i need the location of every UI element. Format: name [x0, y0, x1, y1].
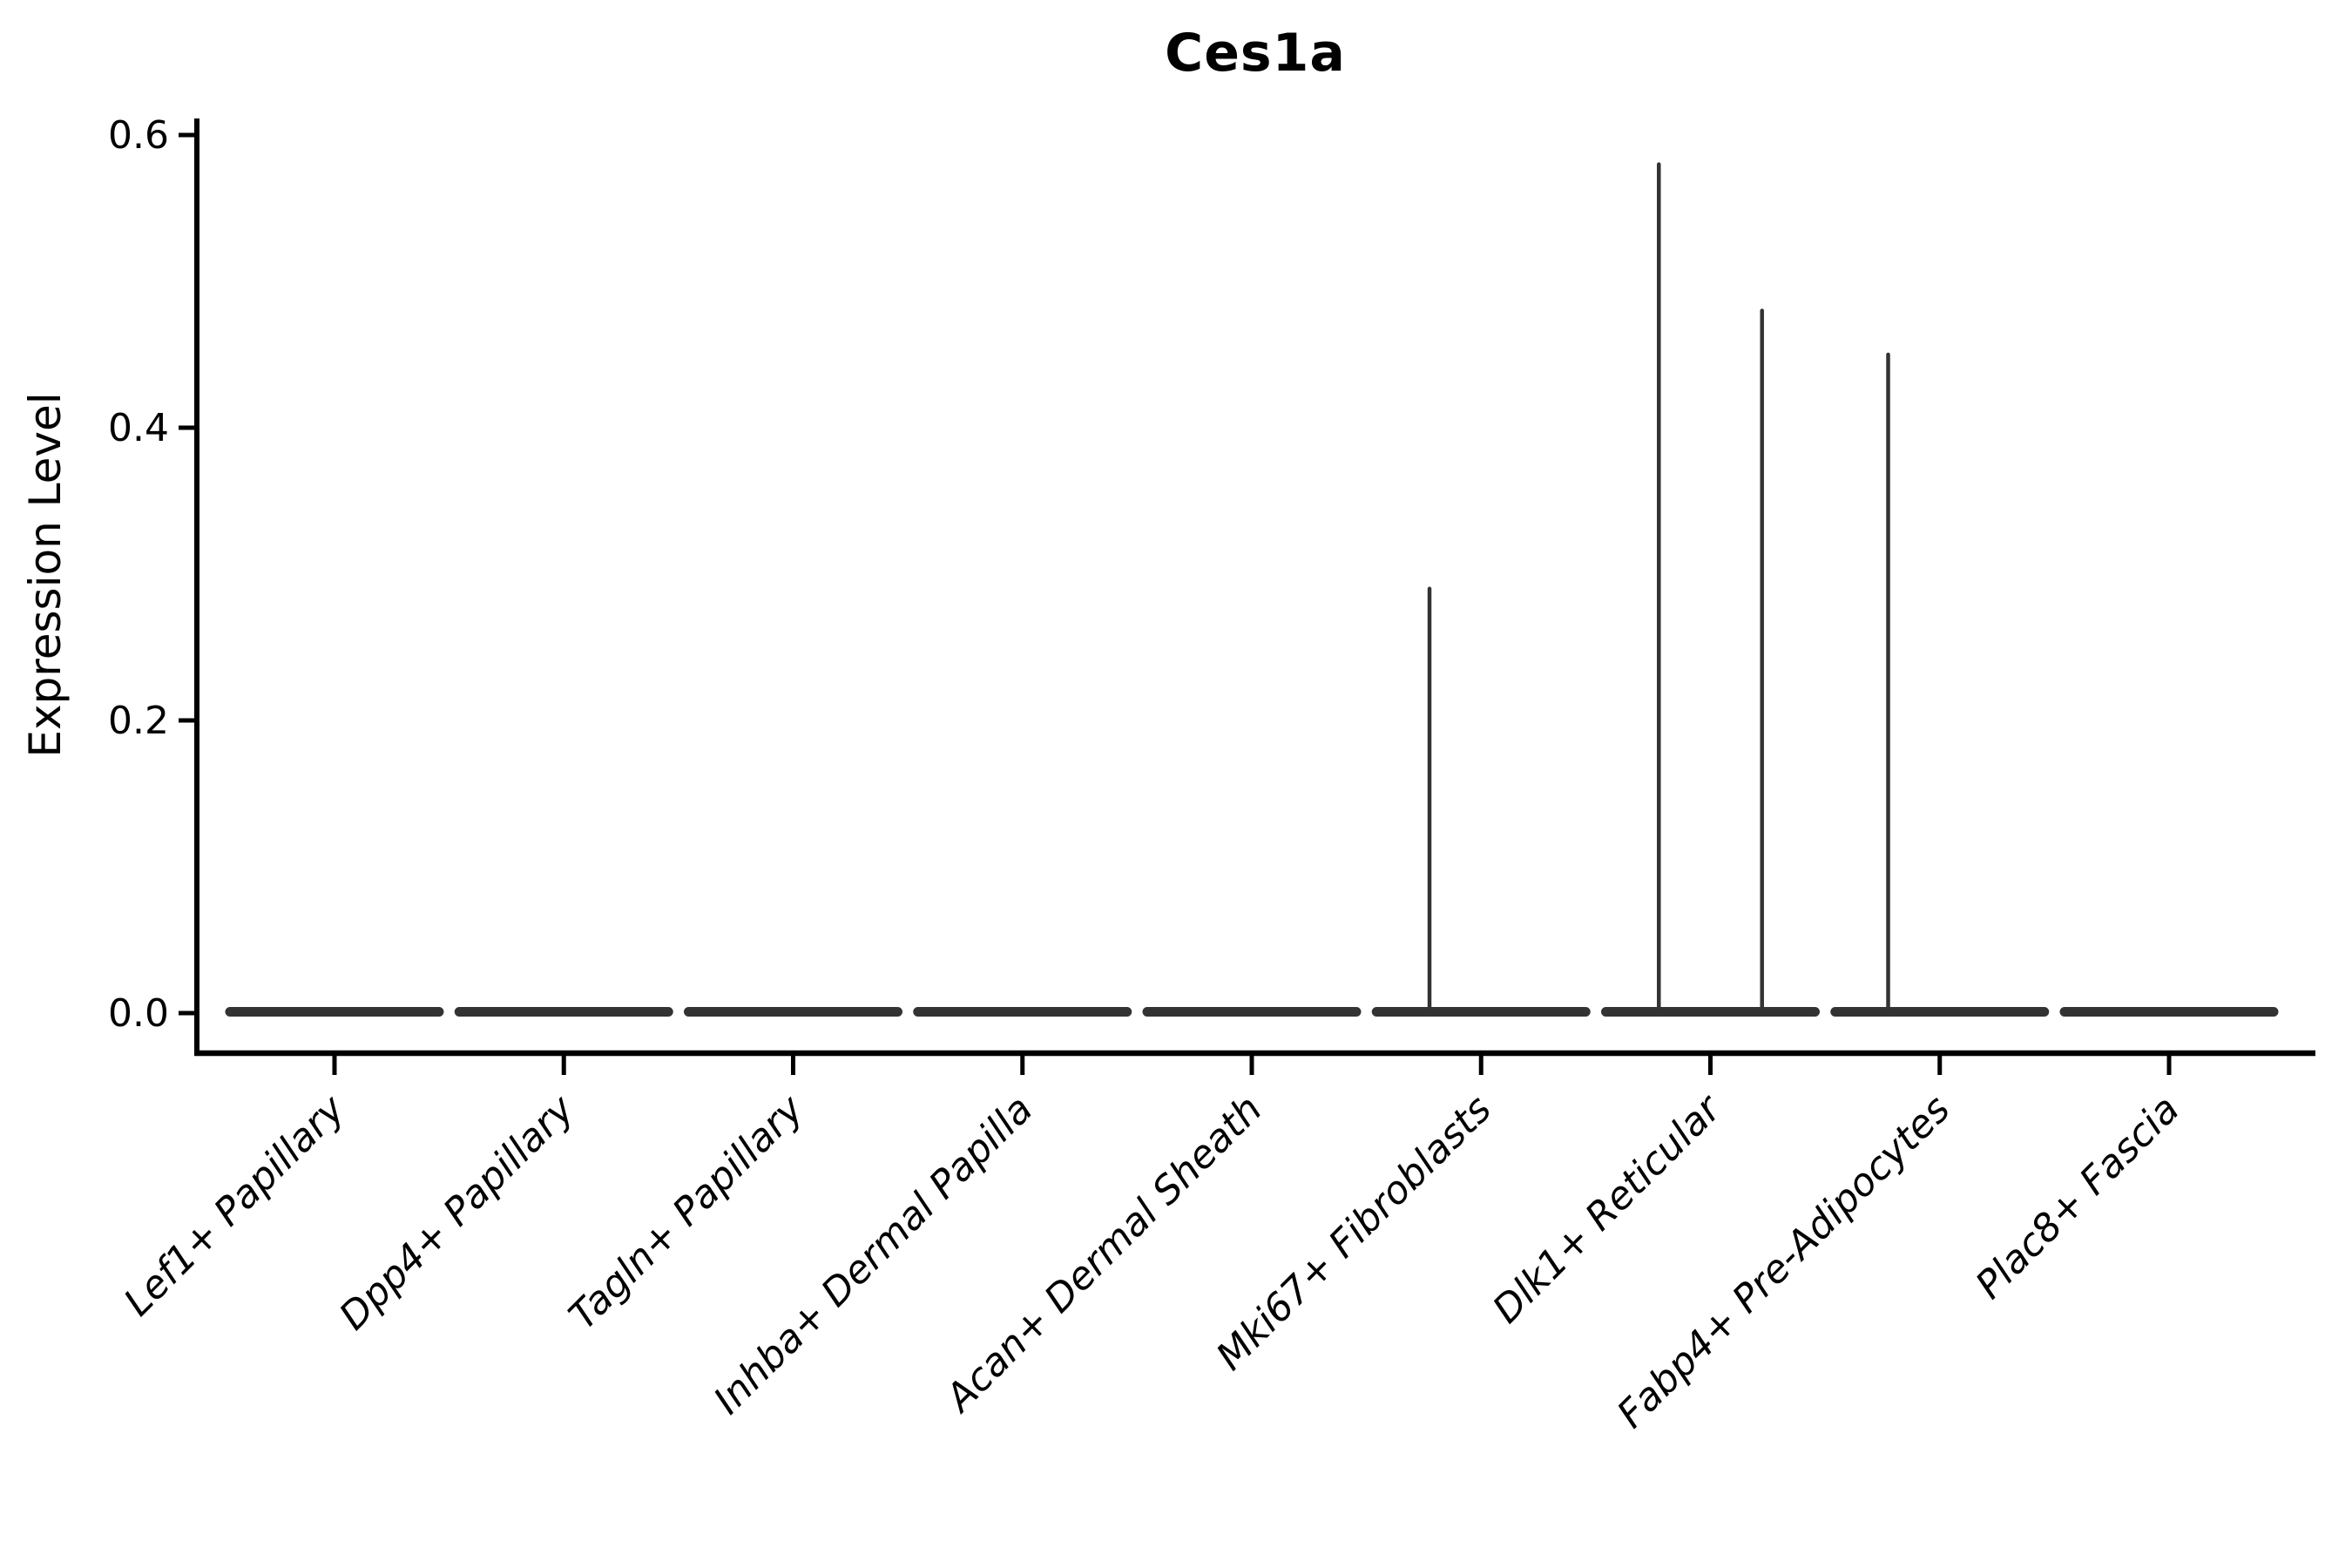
y-tick-label: 0.6 [108, 113, 169, 158]
x-tick-label: Dpp4+ Papillary [331, 1086, 584, 1339]
chart-title: Ces1a [1165, 23, 1346, 84]
y-tick-label: 0.0 [108, 991, 169, 1036]
y-tick-label: 0.4 [108, 406, 169, 450]
x-tick-label: Lef1+ Papillary [116, 1086, 355, 1325]
x-tick-label: Plac8+ Fascia [1967, 1087, 2187, 1308]
x-tick-label: Tagln+ Papillary [561, 1086, 813, 1338]
y-tick-label: 0.2 [108, 699, 169, 743]
x-tick-label: Dlk1+ Reticular [1484, 1085, 1731, 1332]
